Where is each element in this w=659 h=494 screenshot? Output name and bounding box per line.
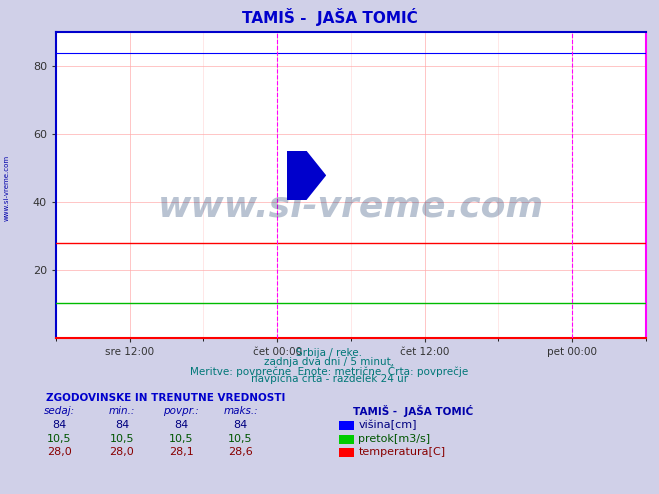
Text: zadnja dva dni / 5 minut.: zadnja dva dni / 5 minut. <box>264 357 395 367</box>
Text: TAMIŠ -  JAŠA TOMIĆ: TAMIŠ - JAŠA TOMIĆ <box>242 8 417 26</box>
Text: ZGODOVINSKE IN TRENUTNE VREDNOSTI: ZGODOVINSKE IN TRENUTNE VREDNOSTI <box>46 393 285 403</box>
Text: višina[cm]: višina[cm] <box>358 419 417 430</box>
Text: povpr.:: povpr.: <box>163 406 199 416</box>
Text: 84: 84 <box>52 420 67 430</box>
Text: 10,5: 10,5 <box>109 434 134 444</box>
Polygon shape <box>287 151 306 175</box>
Text: 28,1: 28,1 <box>169 447 194 457</box>
Text: 84: 84 <box>233 420 248 430</box>
Text: maks.:: maks.: <box>223 406 258 416</box>
Text: pretok[m3/s]: pretok[m3/s] <box>358 434 430 444</box>
Polygon shape <box>287 151 326 200</box>
Text: TAMIŠ -  JAŠA TOMIĆ: TAMIŠ - JAŠA TOMIĆ <box>353 405 473 417</box>
Text: www.si-vreme.com: www.si-vreme.com <box>3 155 10 221</box>
Text: navpična črta - razdelek 24 ur: navpična črta - razdelek 24 ur <box>251 373 408 384</box>
Text: 10,5: 10,5 <box>228 434 253 444</box>
Text: 10,5: 10,5 <box>169 434 194 444</box>
Text: www.si-vreme.com: www.si-vreme.com <box>158 190 544 224</box>
Text: temperatura[C]: temperatura[C] <box>358 447 445 457</box>
Text: 84: 84 <box>115 420 129 430</box>
Text: 84: 84 <box>174 420 188 430</box>
Text: Meritve: povprečne  Enote: metrične  Črta: povprečje: Meritve: povprečne Enote: metrične Črta:… <box>190 365 469 376</box>
Text: 28,0: 28,0 <box>47 447 72 457</box>
Text: sedaj:: sedaj: <box>43 406 75 416</box>
Text: 28,0: 28,0 <box>109 447 134 457</box>
Text: 10,5: 10,5 <box>47 434 72 444</box>
Text: 28,6: 28,6 <box>228 447 253 457</box>
Text: min.:: min.: <box>109 406 135 416</box>
Text: Srbija / reke.: Srbija / reke. <box>297 348 362 358</box>
Polygon shape <box>287 175 306 200</box>
